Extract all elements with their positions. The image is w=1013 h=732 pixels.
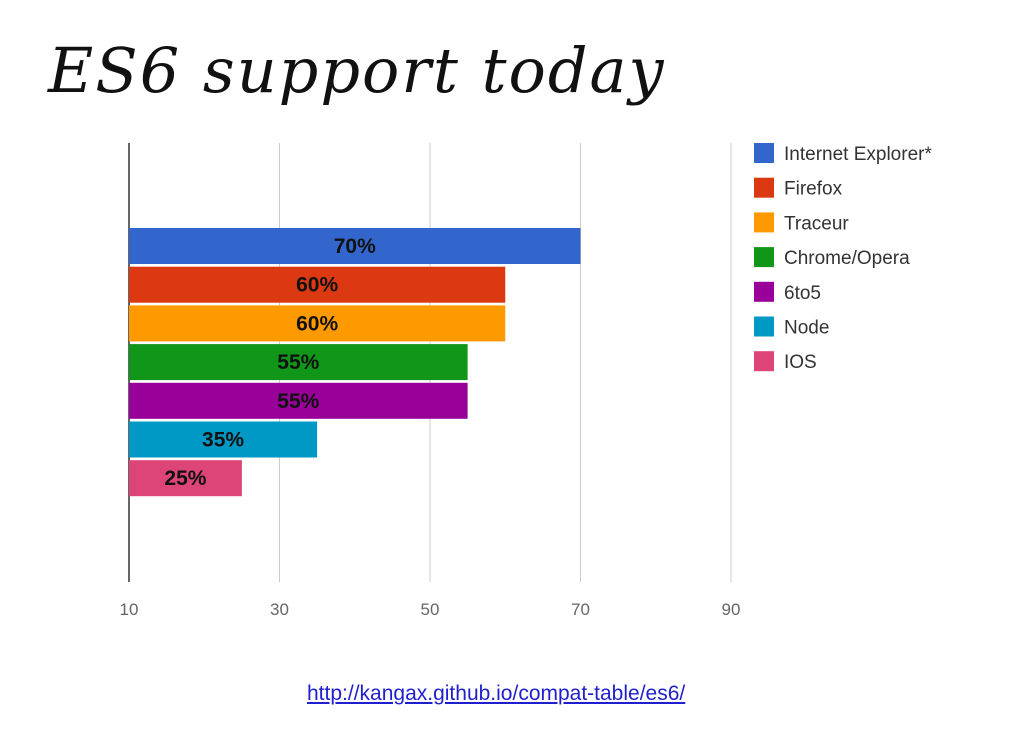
legend-label: Firefox bbox=[784, 179, 843, 200]
legend-swatch bbox=[754, 143, 774, 163]
bar bbox=[129, 344, 468, 381]
x-tick-label: 10 bbox=[120, 600, 139, 619]
bar bbox=[129, 460, 242, 497]
bar bbox=[129, 228, 581, 264]
x-tick-label: 50 bbox=[421, 600, 440, 619]
legend: Internet Explorer* Firefox Traceur Chrome/O… bbox=[754, 143, 932, 373]
bar bbox=[129, 382, 468, 419]
legend-label: Node bbox=[784, 318, 829, 339]
legend-swatch bbox=[754, 212, 774, 233]
legend-swatch bbox=[754, 247, 774, 268]
legend-swatch bbox=[754, 177, 774, 198]
legend-label: IOS bbox=[784, 352, 817, 373]
x-tick-label: 90 bbox=[722, 600, 741, 619]
bar-data-label: 55% bbox=[277, 351, 319, 374]
x-tick-label: 70 bbox=[571, 600, 590, 619]
legend-label: Internet Explorer* bbox=[784, 144, 932, 165]
bar-data-label: 60% bbox=[296, 274, 338, 297]
bar-data-label: 35% bbox=[202, 429, 244, 452]
bar-data-label: 55% bbox=[277, 390, 319, 413]
bar-data-label: 70% bbox=[334, 235, 376, 258]
legend-swatch bbox=[754, 316, 774, 337]
legend-swatch bbox=[754, 281, 774, 302]
bar-data-label: 60% bbox=[296, 312, 338, 335]
source-link[interactable]: http://kangax.github.io/compat-table/es6… bbox=[307, 682, 686, 705]
bar bbox=[129, 305, 506, 342]
legend-label: Chrome/Opera bbox=[784, 248, 910, 269]
x-tick-label: 30 bbox=[270, 600, 289, 619]
legend-swatch bbox=[754, 351, 774, 372]
bar bbox=[129, 266, 506, 303]
bar bbox=[129, 421, 318, 458]
bars-layer: 70% 60% 60% 55% 55% 35% 25% bbox=[129, 228, 581, 497]
page-title: ES6 support today bbox=[48, 34, 666, 107]
bar-data-label: 25% bbox=[164, 467, 206, 490]
legend-label: 6to5 bbox=[784, 283, 821, 304]
grid-layer: 10 30 50 70 90 bbox=[120, 143, 741, 619]
legend-label: Traceur bbox=[784, 213, 849, 234]
